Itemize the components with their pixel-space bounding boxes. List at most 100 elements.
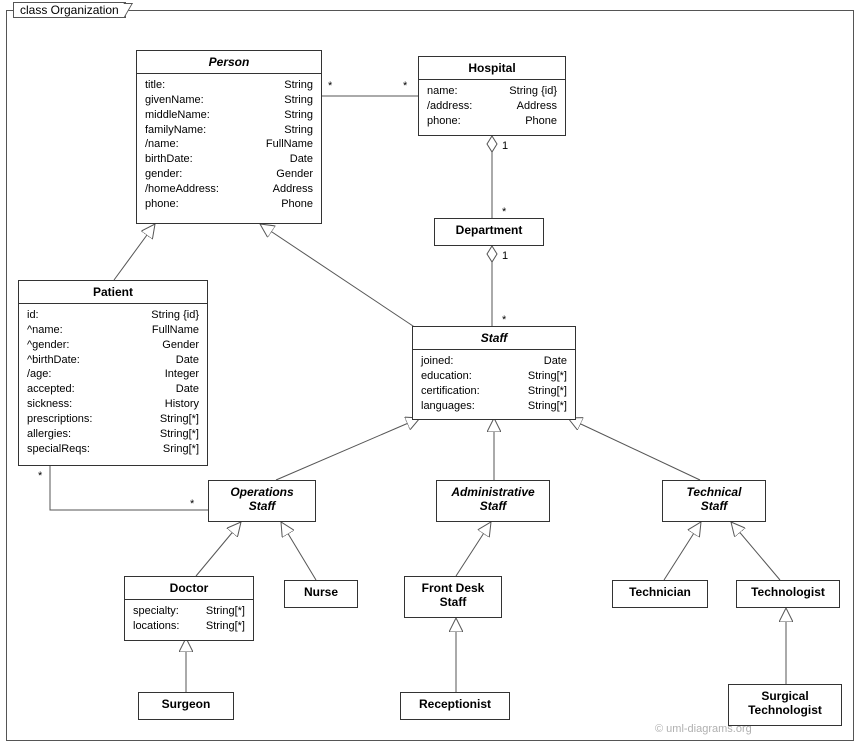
multiplicity-label: * xyxy=(502,206,506,218)
attribute-type: Gender xyxy=(276,167,313,182)
watermark: © uml-diagrams.org xyxy=(655,723,752,735)
class-frontDesk: Front DeskStaff xyxy=(404,576,502,618)
attribute-row: accepted: Date xyxy=(27,382,199,397)
class-title: Doctor xyxy=(125,577,253,600)
attribute-name: accepted: xyxy=(27,382,75,397)
attribute-type: String[*] xyxy=(206,604,245,619)
class-attributes: id: String {id}^name:FullName^gender: Gend… xyxy=(19,304,207,462)
class-title: Technician xyxy=(613,581,707,603)
attribute-type: String xyxy=(284,108,313,123)
multiplicity-label: * xyxy=(328,80,332,92)
attribute-row: familyName:String xyxy=(145,123,313,138)
attribute-row: education:String[*] xyxy=(421,369,567,384)
attribute-name: gender: xyxy=(145,167,182,182)
class-surgeon: Surgeon xyxy=(138,692,234,720)
diagram-canvas: class Organization Persontitle:Stringgiv… xyxy=(0,0,860,747)
attribute-row: title:String xyxy=(145,78,313,93)
class-opsStaff: OperationsStaff xyxy=(208,480,316,522)
class-title: AdministrativeStaff xyxy=(437,481,549,518)
attribute-row: certification:String[*] xyxy=(421,384,567,399)
attribute-type: String[*] xyxy=(528,399,567,414)
frame-label: class Organization xyxy=(13,2,126,18)
class-nurse: Nurse xyxy=(284,580,358,608)
class-receptionist: Receptionist xyxy=(400,692,510,720)
class-title: TechnicalStaff xyxy=(663,481,765,518)
class-title: Technologist xyxy=(737,581,839,603)
attribute-type: Date xyxy=(176,353,199,368)
attribute-name: ^gender: xyxy=(27,338,69,353)
attribute-row: sickness: History xyxy=(27,397,199,412)
attribute-name: /homeAddress: xyxy=(145,182,219,197)
attribute-type: Sring[*] xyxy=(163,442,199,457)
class-doctor: Doctor specialty: String[*]locations:Strin… xyxy=(124,576,254,641)
attribute-row: specialty: String[*] xyxy=(133,604,245,619)
attribute-row: specialReqs: Sring[*] xyxy=(27,442,199,457)
attribute-name: /age: xyxy=(27,367,51,382)
attribute-row: allergies: String[*] xyxy=(27,427,199,442)
class-title: Patient xyxy=(19,281,207,304)
class-title: SurgicalTechnologist xyxy=(729,685,841,722)
class-attributes: joined: Dateeducation:String[*]certificat… xyxy=(413,350,575,419)
attribute-row: ^birthDate:Date xyxy=(27,353,199,368)
attribute-name: phone: xyxy=(427,114,461,129)
attribute-name: title: xyxy=(145,78,165,93)
attribute-type: Gender xyxy=(162,338,199,353)
attribute-row: languages:String[*] xyxy=(421,399,567,414)
multiplicity-label: * xyxy=(403,80,407,92)
class-technologist: Technologist xyxy=(736,580,840,608)
class-technician: Technician xyxy=(612,580,708,608)
attribute-name: familyName: xyxy=(145,123,206,138)
attribute-row: ^name:FullName xyxy=(27,323,199,338)
multiplicity-label: 1 xyxy=(502,140,508,152)
attribute-type: Phone xyxy=(281,197,313,212)
attribute-name: name: xyxy=(427,84,458,99)
attribute-row: middleName: String xyxy=(145,108,313,123)
attribute-name: specialty: xyxy=(133,604,179,619)
class-title: Staff xyxy=(413,327,575,350)
attribute-name: phone: xyxy=(145,197,179,212)
attribute-name: specialReqs: xyxy=(27,442,90,457)
attribute-type: History xyxy=(165,397,199,412)
class-department: Department xyxy=(434,218,544,246)
attribute-name: allergies: xyxy=(27,427,71,442)
attribute-name: givenName: xyxy=(145,93,204,108)
attribute-name: /name: xyxy=(145,137,179,152)
class-patient: Patient id: String {id}^name:FullName^gend… xyxy=(18,280,208,466)
attribute-type: String[*] xyxy=(160,412,199,427)
attribute-row: phone: Phone xyxy=(145,197,313,212)
attribute-type: FullName xyxy=(266,137,313,152)
attribute-type: String {id} xyxy=(151,308,199,323)
class-title: OperationsStaff xyxy=(209,481,315,518)
attribute-type: String[*] xyxy=(160,427,199,442)
attribute-row: id: String {id} xyxy=(27,308,199,323)
class-title: Front DeskStaff xyxy=(405,577,501,614)
attribute-type: Integer xyxy=(165,367,199,382)
attribute-row: /homeAddress:Address xyxy=(145,182,313,197)
class-hospital: Hospitalname:String {id}/address:Address… xyxy=(418,56,566,136)
attribute-name: id: xyxy=(27,308,39,323)
attribute-name: middleName: xyxy=(145,108,210,123)
attribute-row: gender: Gender xyxy=(145,167,313,182)
attribute-type: Date xyxy=(544,354,567,369)
attribute-name: joined: xyxy=(421,354,453,369)
attribute-row: /age: Integer xyxy=(27,367,199,382)
class-title: Surgeon xyxy=(139,693,233,715)
attribute-name: birthDate: xyxy=(145,152,193,167)
class-techStaff: TechnicalStaff xyxy=(662,480,766,522)
class-surgTech: SurgicalTechnologist xyxy=(728,684,842,726)
attribute-row: joined: Date xyxy=(421,354,567,369)
class-title: Nurse xyxy=(285,581,357,603)
multiplicity-label: * xyxy=(190,498,194,510)
attribute-type: Date xyxy=(290,152,313,167)
class-adminStaff: AdministrativeStaff xyxy=(436,480,550,522)
attribute-type: FullName xyxy=(152,323,199,338)
class-title: Receptionist xyxy=(401,693,509,715)
attribute-row: locations:String[*] xyxy=(133,619,245,634)
attribute-row: ^gender: Gender xyxy=(27,338,199,353)
attribute-name: sickness: xyxy=(27,397,72,412)
class-attributes: title:StringgivenName:StringmiddleName: S… xyxy=(137,74,321,218)
attribute-row: givenName:String xyxy=(145,93,313,108)
attribute-type: Date xyxy=(176,382,199,397)
attribute-name: locations: xyxy=(133,619,179,634)
attribute-type: String {id} xyxy=(509,84,557,99)
